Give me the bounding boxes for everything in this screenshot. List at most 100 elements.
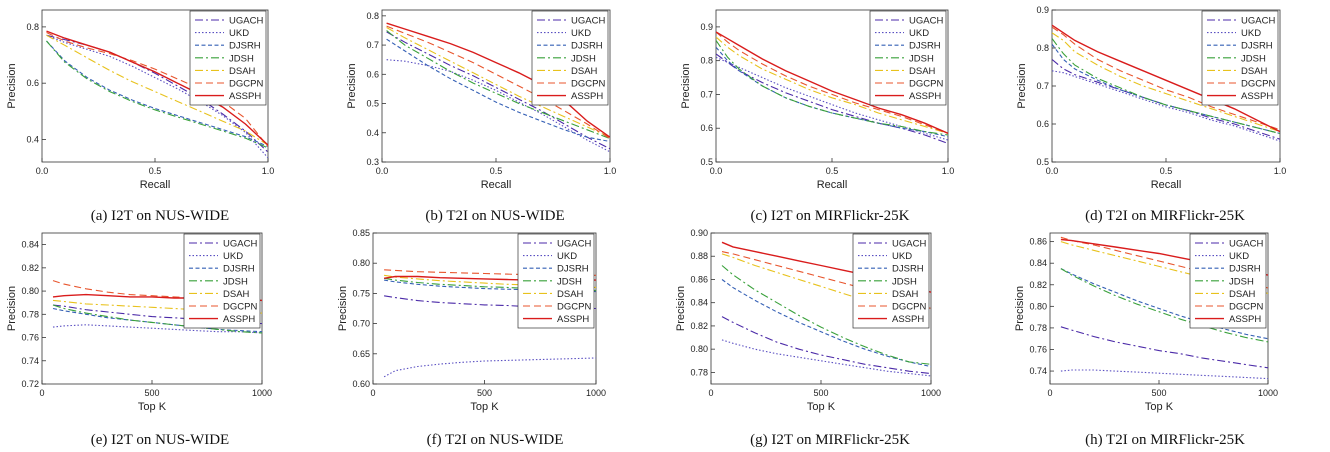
series-line-jdsh — [386, 30, 610, 140]
panel-caption: (c) I2T on MIRFlickr-25K — [751, 208, 910, 224]
y-tick-label: 0.90 — [690, 228, 708, 238]
y-tick-label: 0.72 — [21, 379, 39, 389]
x-axis-label: Recall — [1151, 179, 1182, 191]
legend-label-dsah: DSAH — [892, 289, 919, 300]
legend-label-djsrh: DJSRH — [1241, 41, 1273, 52]
series-line-assph — [386, 22, 610, 138]
series-line-dgcpn — [384, 269, 596, 276]
series-line-djsrh — [1060, 268, 1268, 340]
legend-label-dgcpn: DGCPN — [909, 79, 943, 90]
y-tick-label: 0.84 — [21, 240, 39, 250]
y-tick-label: 0.65 — [352, 349, 370, 359]
y-tick-label: 0.4 — [26, 134, 39, 144]
series-line-ugach — [716, 53, 948, 144]
legend-label-assph: ASSPH — [909, 91, 941, 102]
x-tick-label: 0.0 — [1046, 166, 1059, 176]
legend-label-assph: ASSPH — [892, 314, 924, 325]
y-axis-label: Precision — [337, 286, 349, 331]
x-tick-label: 0.5 — [149, 166, 162, 176]
series-line-ukd — [383, 357, 596, 378]
series-line-dgcpn — [52, 280, 262, 301]
legend-label-jdsh: JDSH — [223, 276, 248, 287]
chart-panel-f: 0 500 1000 0.60 0.65 0.70 0.75 0.80 0.85 Top K Pre… — [337, 228, 606, 448]
legend-label-dsah: DSAH — [909, 66, 936, 77]
legend-label-assph: ASSPH — [223, 314, 255, 325]
y-tick-label: 0.84 — [1029, 258, 1047, 268]
legend-label-ukd: UKD — [1241, 28, 1261, 39]
series-line-ugach — [721, 316, 931, 375]
x-tick-label: 0 — [708, 388, 713, 398]
legend-label-ugach: UGACH — [223, 239, 257, 250]
legend-label-jdsh: JDSH — [571, 53, 596, 64]
x-tick-label: 500 — [477, 388, 492, 398]
legend-label-djsrh: DJSRH — [223, 264, 255, 275]
panel-caption: (f) T2I on NUS-WIDE — [427, 432, 564, 448]
y-tick-label: 0.80 — [1029, 301, 1047, 311]
series-line-jdsh — [384, 277, 596, 291]
legend-label-assph: ASSPH — [229, 91, 261, 102]
y-tick-label: 0.84 — [690, 298, 708, 308]
legend-label-ukd: UKD — [909, 28, 929, 39]
series-line-ukd — [1060, 369, 1268, 380]
legend-label-jdsh: JDSH — [909, 53, 934, 64]
legend-label-djsrh: DJSRH — [909, 41, 941, 52]
legend-label-ugach: UGACH — [571, 16, 605, 27]
x-tick-label: 1.0 — [942, 166, 955, 176]
x-tick-label: 0.5 — [826, 166, 839, 176]
y-axis-label: Precision — [6, 286, 18, 331]
legend-label-ukd: UKD — [223, 251, 243, 262]
x-tick-label: 1000 — [586, 388, 606, 398]
x-axis-label: Top K — [138, 401, 167, 413]
legend-label-dgcpn: DGCPN — [1229, 302, 1263, 313]
y-tick-label: 0.82 — [1029, 280, 1047, 290]
y-tick-label: 0.82 — [21, 263, 39, 273]
x-tick-label: 1000 — [921, 388, 941, 398]
x-tick-label: 500 — [813, 388, 828, 398]
y-tick-label: 0.74 — [21, 356, 39, 366]
legend-label-jdsh: JDSH — [1241, 53, 1266, 64]
y-tick-label: 0.76 — [1029, 344, 1047, 354]
series-line-ugach — [1060, 326, 1268, 369]
legend-label-ugach: UGACH — [557, 239, 591, 250]
y-tick-label: 0.80 — [21, 286, 39, 296]
legend-label-dsah: DSAH — [229, 66, 256, 77]
chart-panel-a: 0.0 0.5 1.0 0.4 0.6 0.8 Recall Precision UGACHUK… — [6, 9, 275, 224]
x-axis-label: Recall — [817, 179, 848, 191]
panel-caption: (a) I2T on NUS-WIDE — [91, 208, 229, 224]
x-tick-label: 0.5 — [490, 166, 503, 176]
x-tick-label: 0.0 — [376, 166, 389, 176]
series-line-assph — [716, 31, 948, 134]
y-axis-label: Precision — [1016, 63, 1028, 108]
legend-label-djsrh: DJSRH — [229, 41, 261, 52]
legend-label-djsrh: DJSRH — [571, 41, 603, 52]
chart-panel-d: 0.0 0.5 1.00.50.60.70.80.9RecallPrecisionU… — [1016, 5, 1286, 224]
y-axis-label: Precision — [680, 63, 692, 108]
series-line-dsah — [716, 36, 948, 134]
x-tick-label: 0.5 — [1160, 166, 1173, 176]
series-line-ukd — [721, 339, 931, 377]
series-line-dgcpn — [46, 32, 268, 147]
chart-panel-h: 0 500 1000 0.74 0.76 0.78 0.80 0.82 0.84 0.86 Top … — [1014, 232, 1278, 448]
x-axis-label: Recall — [481, 179, 512, 191]
x-tick-label: 0.0 — [710, 166, 723, 176]
legend-label-dgcpn: DGCPN — [892, 302, 926, 313]
series-line-ukd — [716, 56, 948, 141]
legend-label-dgcpn: DGCPN — [223, 302, 257, 313]
x-axis-label: Top K — [470, 401, 499, 413]
x-axis-label: Top K — [807, 401, 836, 413]
legend-label-ukd: UKD — [1229, 251, 1249, 262]
legend-label-ugach: UGACH — [229, 16, 263, 27]
legend-label-assph: ASSPH — [571, 91, 603, 102]
series-line-assph — [1052, 24, 1280, 133]
y-tick-label: 0.4 — [366, 128, 379, 138]
x-axis-label: Top K — [1145, 401, 1174, 413]
legend-label-assph: ASSPH — [1229, 314, 1261, 325]
x-tick-label: 1.0 — [262, 166, 275, 176]
y-tick-label: 0.6 — [1036, 119, 1049, 129]
y-tick-label: 0.88 — [690, 251, 708, 261]
y-tick-label: 0.9 — [700, 22, 713, 32]
